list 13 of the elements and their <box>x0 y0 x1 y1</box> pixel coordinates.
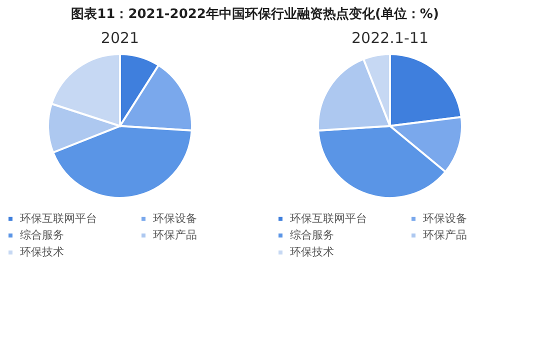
legend-label: 环保技术 <box>290 246 334 258</box>
legend-label: 环保互联网平台 <box>290 212 367 225</box>
legend-label: 环保技术 <box>20 246 64 258</box>
legend-label: 环保设备 <box>153 212 197 225</box>
legend-label: 环保产品 <box>153 228 197 242</box>
chart-subtitle: 2022.1-11 <box>352 29 428 47</box>
legend-label: 综合服务 <box>290 228 334 242</box>
legend-label: 环保设备 <box>423 212 467 225</box>
legend-label: 综合服务 <box>20 228 64 242</box>
chart-subtitle: 2021 <box>100 29 140 47</box>
legend-label: 环保互联网平台 <box>20 212 97 225</box>
legend-label: 环保产品 <box>423 228 467 242</box>
text: 图表11：2021-2022年中国环保行业融资热点变化(单位：%) <box>71 6 439 22</box>
